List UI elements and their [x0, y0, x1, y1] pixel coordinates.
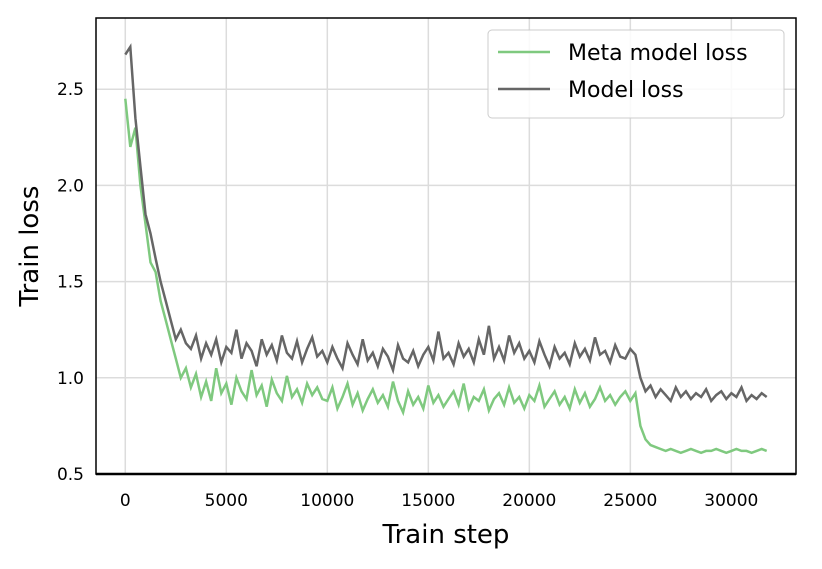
y-tick-label: 1.0	[57, 369, 84, 389]
y-tick-label: 2.5	[57, 80, 84, 100]
x-tick-label: 25000	[603, 491, 657, 511]
x-tick-label: 30000	[704, 491, 758, 511]
line-series	[124, 43, 768, 404]
x-tick-label: 15000	[401, 491, 455, 511]
legend: Meta model loss Model loss	[487, 29, 785, 119]
y-tick-label: 1.5	[57, 273, 84, 293]
legend-box	[487, 29, 785, 119]
line-series	[124, 98, 768, 455]
x-tick-label: 5000	[205, 491, 248, 511]
x-tick-label: 0	[120, 491, 131, 511]
x-axis-label: Train step	[382, 520, 510, 550]
legend-label: Model loss	[568, 78, 684, 103]
y-tick-label: 0.5	[57, 465, 84, 485]
x-tick-label: 20000	[502, 491, 556, 511]
x-tick-label: 10000	[300, 491, 354, 511]
y-tick-label: 2.0	[57, 176, 84, 196]
legend-label: Meta model loss	[568, 41, 748, 66]
y-axis-label: Train loss	[15, 186, 45, 308]
